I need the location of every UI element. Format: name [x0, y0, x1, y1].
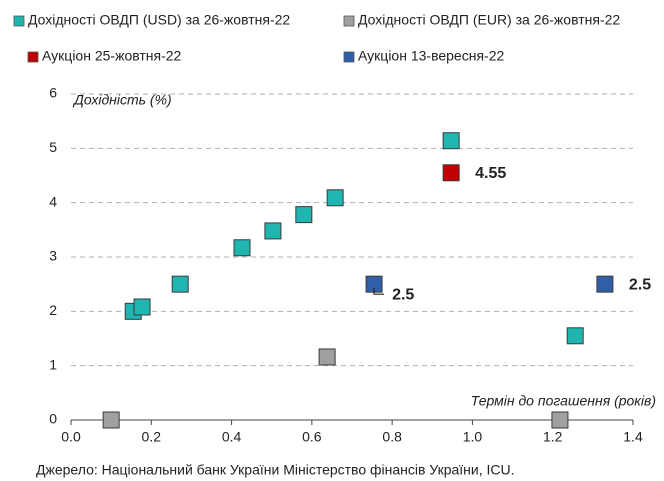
label-leader — [373, 288, 385, 295]
legend-swatch — [343, 15, 355, 27]
legend-swatch — [13, 15, 25, 27]
point — [264, 222, 282, 240]
legend-swatch — [343, 51, 355, 63]
point — [596, 275, 614, 293]
y-axis-label: Дохідність (%) — [72, 92, 172, 108]
y-tick-label: 5 — [49, 139, 57, 155]
point — [551, 411, 569, 429]
legend-label: Аукціон 25-жовтня-22 — [42, 48, 182, 64]
data-label: 4.55 — [475, 165, 506, 182]
data-label: 2.5 — [629, 276, 651, 293]
y-tick-label: 6 — [49, 85, 57, 101]
y-tick-label: 1 — [49, 356, 57, 372]
point — [295, 206, 313, 224]
legend-label: Дохідності ОВДП (EUR) за 26-жовтня-22 — [358, 12, 620, 28]
x-tick-label: 0.6 — [302, 429, 322, 445]
x-tick-label: 1.0 — [463, 429, 483, 445]
source: Джерело: Національний банк України Мініс… — [36, 462, 515, 478]
x-tick-label: 0.0 — [61, 429, 81, 445]
point — [102, 411, 120, 429]
y-tick-label: 4 — [49, 193, 57, 209]
point — [442, 132, 460, 150]
x-tick-label: 0.2 — [142, 429, 162, 445]
point — [171, 275, 189, 293]
point — [233, 239, 251, 257]
x-tick-label: 0.8 — [382, 429, 402, 445]
x-tick-label: 0.4 — [222, 429, 242, 445]
x-tick-label: 1.4 — [623, 429, 643, 445]
point — [442, 164, 460, 182]
y-tick-label: 0 — [49, 411, 57, 427]
x-axis-label: Термін до погашення (років) — [471, 393, 656, 409]
y-tick-label: 2 — [49, 302, 57, 318]
legend-label: Дохідності ОВДП (USD) за 26-жовтня-22 — [28, 12, 290, 28]
point — [318, 348, 336, 366]
point — [326, 189, 344, 207]
point — [133, 298, 151, 316]
point — [566, 327, 584, 345]
legend-label: Аукціон 13-вересня-22 — [358, 48, 504, 64]
x-tick-label: 1.2 — [543, 429, 563, 445]
y-tick-label: 3 — [49, 248, 57, 264]
data-label: 2.5 — [392, 286, 414, 303]
legend-swatch — [27, 51, 39, 63]
